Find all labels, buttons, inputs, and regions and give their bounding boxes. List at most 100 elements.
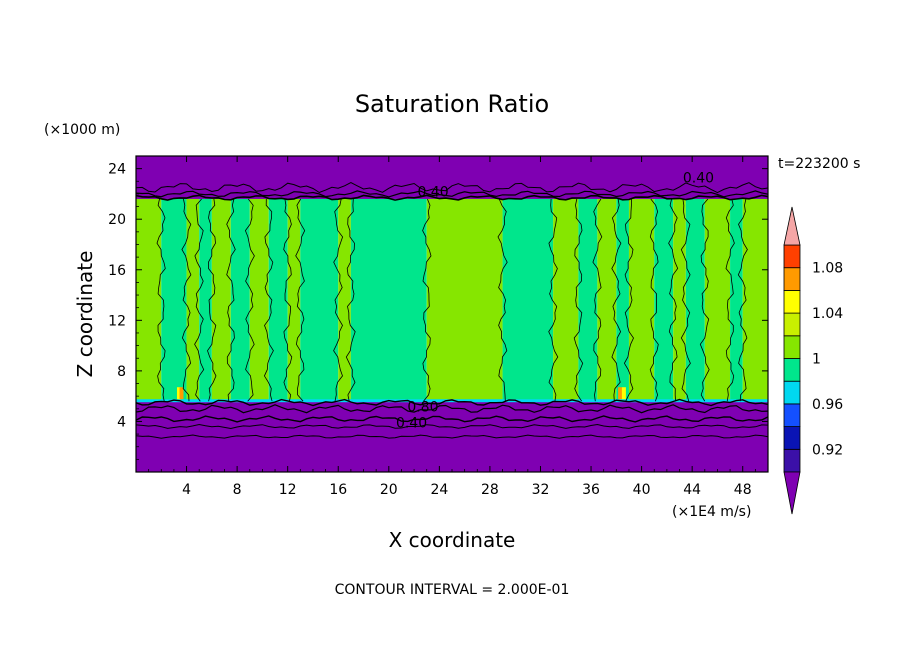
contour-interval-note: CONTOUR INTERVAL = 2.000E-01 xyxy=(335,582,570,598)
time-label: t=223200 s xyxy=(778,156,860,172)
x-tick-label-5: 24 xyxy=(430,482,448,498)
contour-edge-16 xyxy=(592,198,603,402)
contour-edge-13 xyxy=(497,198,508,402)
contour-edge-22 xyxy=(699,198,710,402)
cloud-band-10 xyxy=(338,198,351,402)
contour-edge-24 xyxy=(737,198,748,402)
x-tick-label-6: 28 xyxy=(481,482,499,498)
y-tick-label-5: 24 xyxy=(108,162,126,178)
cloud-band-15 xyxy=(578,198,598,402)
contour-edge-5 xyxy=(226,198,236,402)
colorbar-tick-label-3: 1.04 xyxy=(812,306,843,322)
contour-edge-19 xyxy=(649,198,659,402)
colorbar-segment-5 xyxy=(783,335,801,359)
hot-spot-0 xyxy=(176,387,181,400)
plot-area xyxy=(136,156,768,472)
chart-title: Saturation Ratio xyxy=(355,90,549,118)
contour-base-1 xyxy=(135,398,769,407)
cloud-band-18 xyxy=(628,198,655,402)
y-tick-label-3: 16 xyxy=(108,263,126,279)
contour-labels: 0.400.400.800.40 xyxy=(396,170,714,431)
cloud-band-3 xyxy=(199,198,212,402)
cloud-band-12 xyxy=(426,198,503,402)
hot-spot-3 xyxy=(621,387,626,400)
colorbar-segment-9 xyxy=(783,244,801,269)
colorbar-bottom-arrow xyxy=(783,471,801,515)
colorbar-tick-label-0: 0.92 xyxy=(812,442,843,458)
colorbar-segment-4 xyxy=(783,358,801,382)
contour-edge-1 xyxy=(156,198,166,402)
x-tick-label-9: 40 xyxy=(633,482,651,498)
y-axis-label: Z coordinate xyxy=(73,251,97,378)
contour-label-3: 0.40 xyxy=(396,416,427,432)
contour-edge-8 xyxy=(283,198,293,402)
colorbar-segment-7 xyxy=(783,289,801,314)
cloud-band-24 xyxy=(742,198,768,402)
x-axis-label: X coordinate xyxy=(389,528,516,552)
colorbar-segment-3 xyxy=(783,380,801,405)
contour-edge-7 xyxy=(263,198,274,402)
colorbar: 0.92 0.96 1 1.04 1.08 xyxy=(783,206,843,515)
contour-edge-2 xyxy=(181,198,192,402)
contour-edge-12 xyxy=(422,198,432,402)
x-tick-label-8: 36 xyxy=(582,482,600,498)
contour-base-5 xyxy=(135,434,769,439)
contour-edge-20 xyxy=(668,198,679,402)
contour-edge-10 xyxy=(333,198,344,402)
contour-label-0: 0.40 xyxy=(417,184,448,200)
contour-edge-17 xyxy=(611,198,622,402)
cloud-band-4 xyxy=(211,198,231,402)
cloud-band-8 xyxy=(287,198,301,402)
y-tick-label-1: 8 xyxy=(117,364,126,380)
contour-edge-11 xyxy=(345,198,356,402)
contour-edge-4 xyxy=(207,198,217,402)
cloud-band-21 xyxy=(685,198,705,402)
contour-edge-15 xyxy=(573,198,584,402)
layer-base-edge xyxy=(136,399,768,403)
contour-edge-9 xyxy=(295,198,306,402)
contour-edge-3 xyxy=(194,198,205,402)
x-tick-label-0: 4 xyxy=(182,482,191,498)
contour-top-2 xyxy=(135,190,769,198)
colorbar-segment-0 xyxy=(783,448,801,473)
cloud-band-6 xyxy=(249,198,269,402)
contour-edge-21 xyxy=(680,198,691,402)
cloud-band-11 xyxy=(350,198,427,402)
cloud-band-17 xyxy=(616,198,629,402)
colorbar-tick-label-4: 1.08 xyxy=(812,261,843,277)
x-tick-label-2: 12 xyxy=(279,482,297,498)
x-tick-label-3: 16 xyxy=(329,482,347,498)
y-tick-label-0: 4 xyxy=(117,414,126,430)
colorbar-tick-label-2: 1 xyxy=(812,352,821,368)
y-unit-label: (×1000 m) xyxy=(44,122,120,138)
contour-edge-14 xyxy=(548,198,559,402)
colorbar-segment-2 xyxy=(783,403,801,427)
contour-base-2 xyxy=(135,404,769,414)
contour-edge-18 xyxy=(623,199,634,402)
x-tick-label-7: 32 xyxy=(532,482,550,498)
y-tick-label-2: 12 xyxy=(108,313,126,329)
x-axis: 4 8 12 16 20 24 28 32 36 40 44 48 xyxy=(148,156,756,498)
cloud-band-1 xyxy=(161,198,187,402)
x-tick-label-10: 44 xyxy=(683,482,701,498)
x-tick-label-1: 8 xyxy=(233,482,242,498)
colorbar-segment-8 xyxy=(783,267,801,291)
cloud-band-13 xyxy=(502,198,554,402)
x-tick-label-11: 48 xyxy=(734,482,752,498)
x-tick-label-4: 20 xyxy=(380,482,398,498)
cloud-band-0 xyxy=(136,198,162,402)
contour-edge-6 xyxy=(244,198,255,402)
contour-base-4 xyxy=(135,423,769,430)
cloud-band-19 xyxy=(654,198,674,402)
contour-lines xyxy=(135,182,769,439)
hot-spot-1 xyxy=(179,387,184,400)
contour-top-3 xyxy=(135,182,769,194)
cloud-band-2 xyxy=(186,198,200,402)
contour-top-1 xyxy=(135,194,769,201)
cloud-band-23 xyxy=(730,198,743,402)
cloud-band-14 xyxy=(553,198,579,402)
layer-upper-dry xyxy=(136,156,768,199)
y-axis: 4 8 12 16 20 24 xyxy=(108,162,768,460)
colorbar-segment-6 xyxy=(783,312,801,337)
